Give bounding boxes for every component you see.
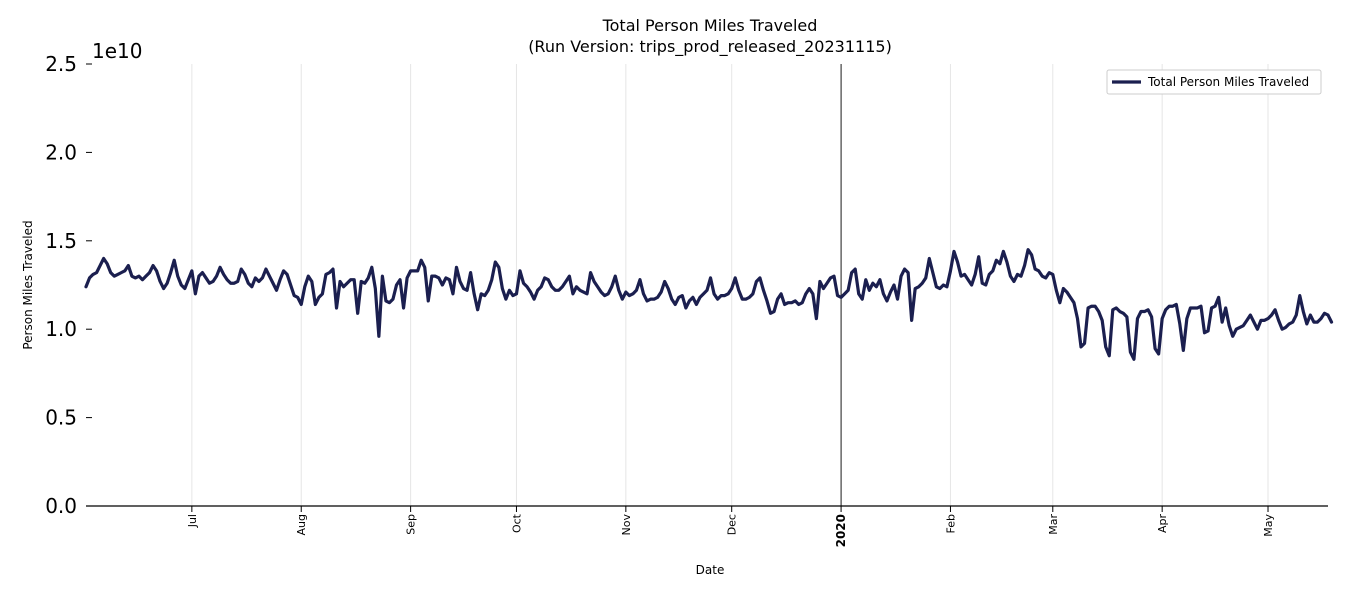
y-tick-label: 2.0	[45, 140, 77, 164]
x-tick-label: Jul	[186, 514, 199, 528]
legend: Total Person Miles Traveled	[1106, 69, 1322, 95]
x-tick-label: Mar	[1047, 514, 1060, 535]
chart-subtitle: (Run Version: trips_prod_released_202311…	[528, 37, 892, 57]
y-tick-label: 0.5	[45, 406, 77, 430]
series-line-total-person-miles	[84, 248, 1334, 361]
x-tick-label: Feb	[944, 514, 957, 533]
x-tick-label: Apr	[1156, 514, 1169, 534]
y-ticks: 0.0 0.5 1.0 1.5 2.0 2.5	[45, 52, 92, 518]
x-tick-label: Aug	[295, 514, 308, 535]
legend-box	[1106, 69, 1322, 95]
y-tick-label: 1.5	[45, 229, 77, 253]
x-tick-label: Dec	[726, 514, 739, 535]
y-axis-label: Person Miles Traveled	[21, 220, 35, 349]
y-tick-label: 1.0	[45, 317, 77, 341]
chart-title: Total Person Miles Traveled	[602, 16, 818, 35]
y-tick-label: 0.0	[45, 494, 77, 518]
x-ticks: Jul Aug Sep Oct Nov Dec 2020 Feb Mar Apr May	[186, 506, 1275, 547]
x-axis-label: Date	[696, 563, 725, 577]
y-exponent-label: 1e10	[92, 39, 142, 63]
x-tick-label: May	[1262, 514, 1275, 537]
x-tick-label: Sep	[405, 514, 418, 535]
legend-label: Total Person Miles Traveled	[1147, 75, 1309, 89]
x-tick-label: Oct	[510, 513, 523, 533]
x-tick-label: 2020	[834, 514, 848, 547]
x-tick-label: Nov	[620, 514, 633, 536]
y-tick-label: 2.5	[45, 52, 77, 76]
